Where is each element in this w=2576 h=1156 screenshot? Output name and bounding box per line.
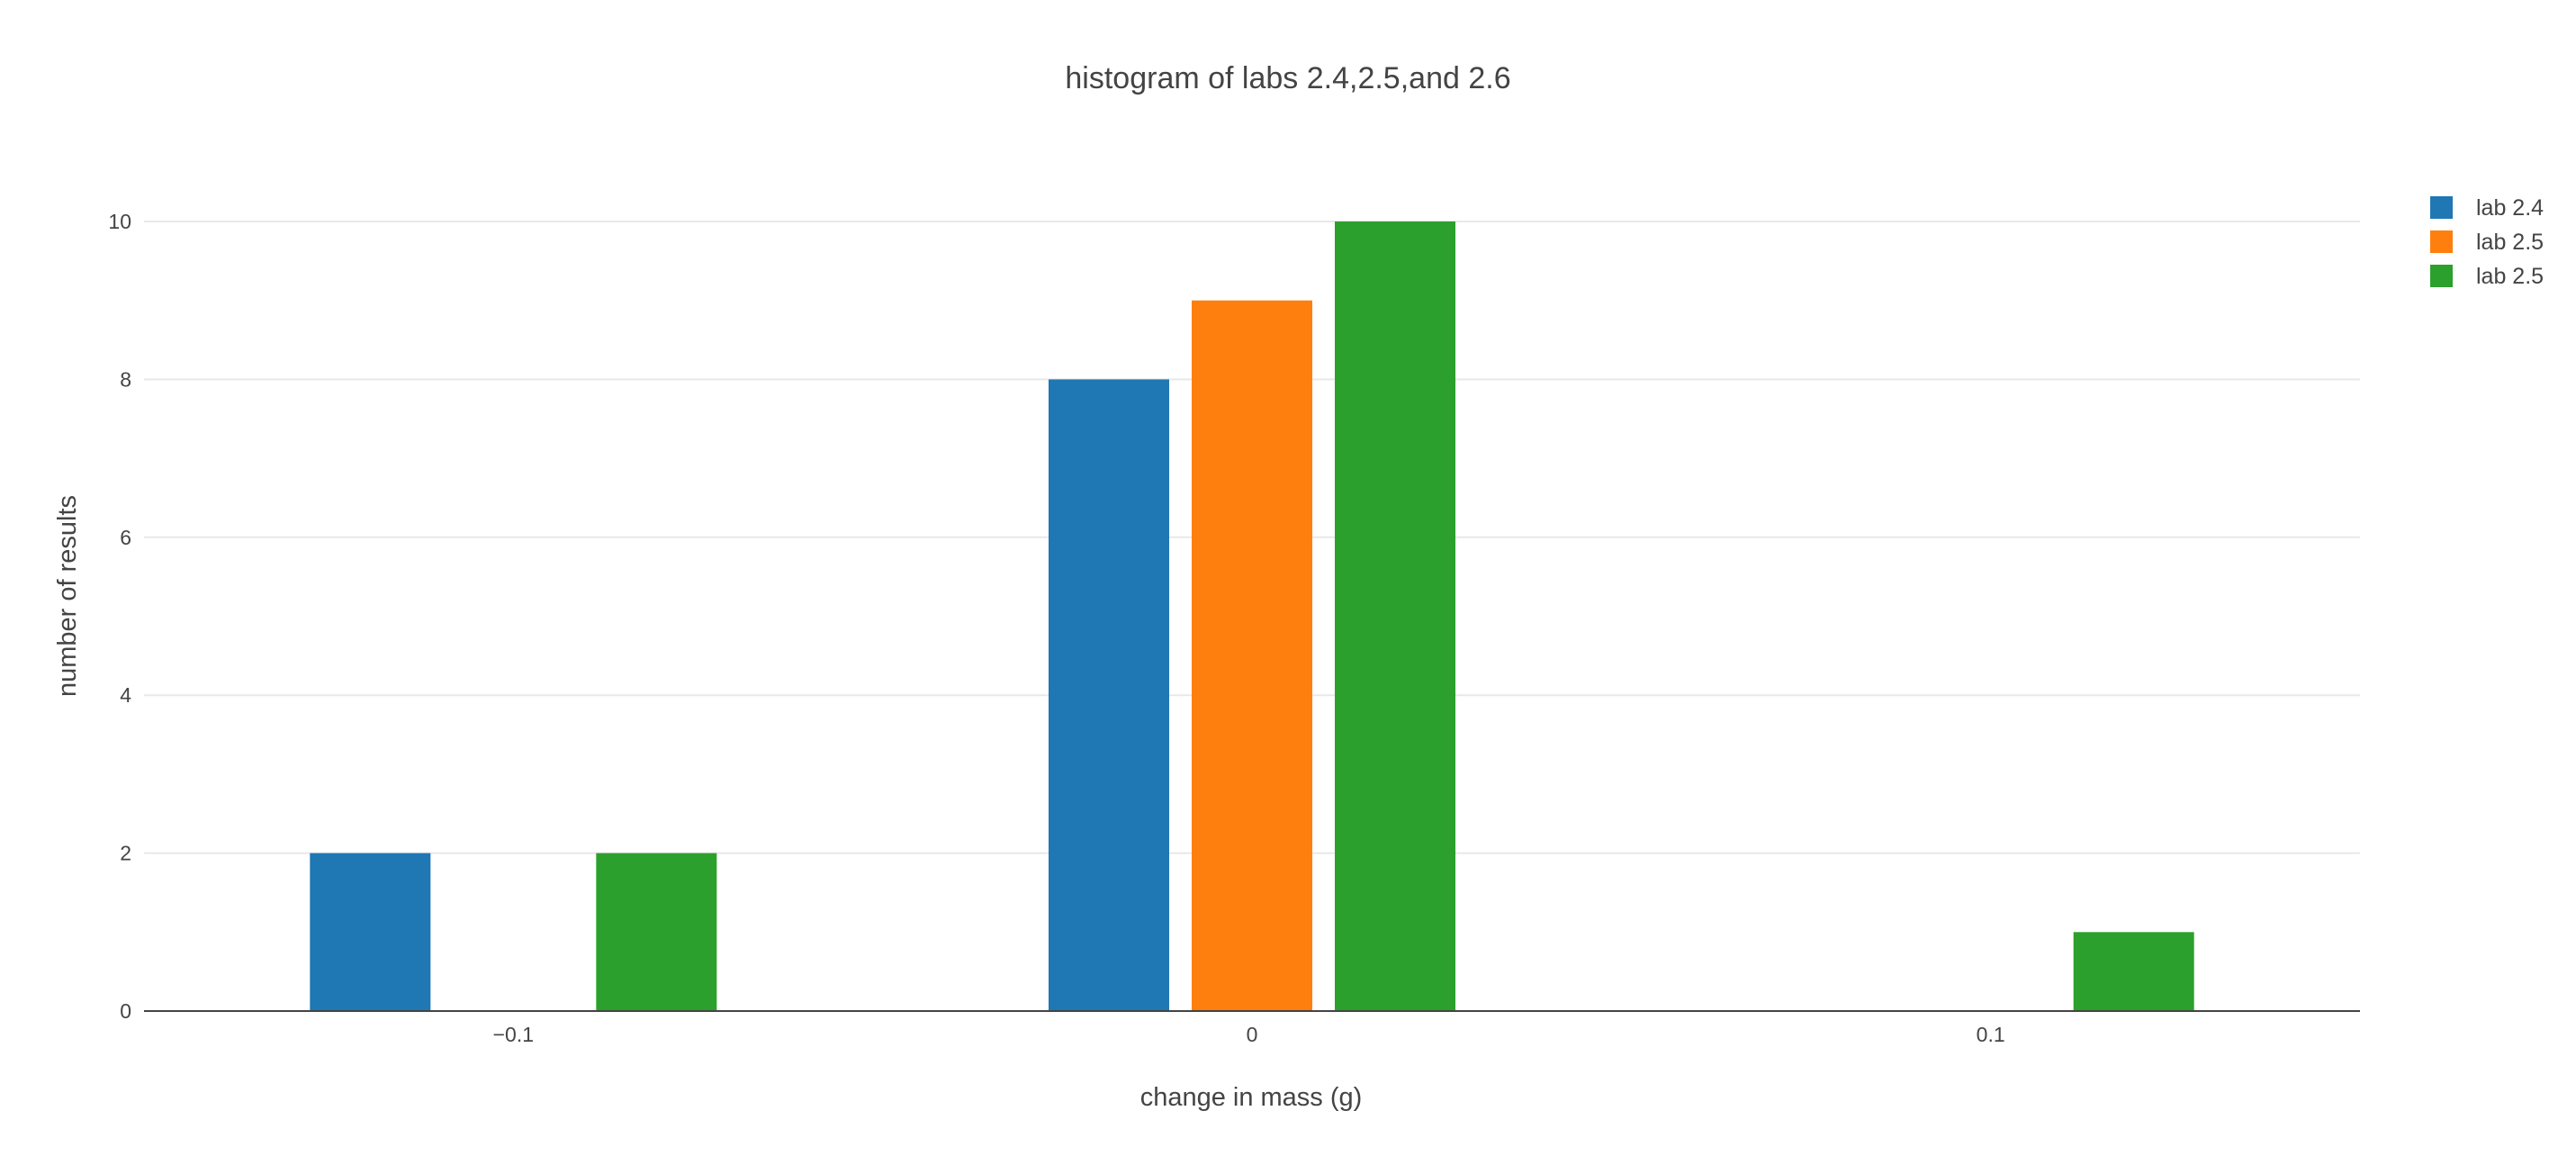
bars-layer bbox=[310, 221, 2194, 1011]
legend-swatch bbox=[2430, 265, 2453, 287]
x-tick-label: −0.1 bbox=[493, 1023, 534, 1046]
chart-title: histogram of labs 2.4,2.5,and 2.6 bbox=[1065, 61, 1510, 95]
y-tick-label: 10 bbox=[108, 210, 131, 233]
legend[interactable]: lab 2.4 lab 2.5 lab 2.5 bbox=[2430, 195, 2544, 289]
legend-swatch bbox=[2430, 196, 2453, 219]
bar[interactable] bbox=[596, 853, 717, 1011]
legend-label: lab 2.4 bbox=[2476, 195, 2544, 221]
legend-swatch bbox=[2430, 230, 2453, 253]
bar[interactable] bbox=[2073, 932, 2194, 1011]
legend-item[interactable]: lab 2.5 bbox=[2430, 230, 2544, 255]
bar[interactable] bbox=[1049, 379, 1169, 1011]
bar[interactable] bbox=[1192, 300, 1312, 1011]
legend-label: lab 2.5 bbox=[2476, 230, 2544, 255]
legend-label: lab 2.5 bbox=[2476, 264, 2544, 289]
x-tick-label: 0.1 bbox=[1977, 1023, 2005, 1046]
legend-item[interactable]: lab 2.4 bbox=[2430, 195, 2544, 221]
bar[interactable] bbox=[1335, 221, 1455, 1011]
legend-item[interactable]: lab 2.5 bbox=[2430, 264, 2544, 289]
y-axis-title: number of results bbox=[53, 495, 82, 697]
x-axis-title: change in mass (g) bbox=[1140, 1083, 1363, 1112]
y-tick-label: 0 bbox=[120, 999, 131, 1023]
y-tick-label: 6 bbox=[120, 526, 131, 549]
y-axis-ticks: 0 2 4 6 8 10 bbox=[108, 210, 131, 1023]
x-axis-ticks: −0.1 0 0.1 bbox=[493, 1023, 2005, 1046]
x-tick-label: 0 bbox=[1247, 1023, 1258, 1046]
y-tick-label: 4 bbox=[120, 683, 131, 707]
y-tick-label: 8 bbox=[120, 367, 131, 391]
bar[interactable] bbox=[310, 853, 431, 1011]
y-tick-label: 2 bbox=[120, 842, 131, 865]
